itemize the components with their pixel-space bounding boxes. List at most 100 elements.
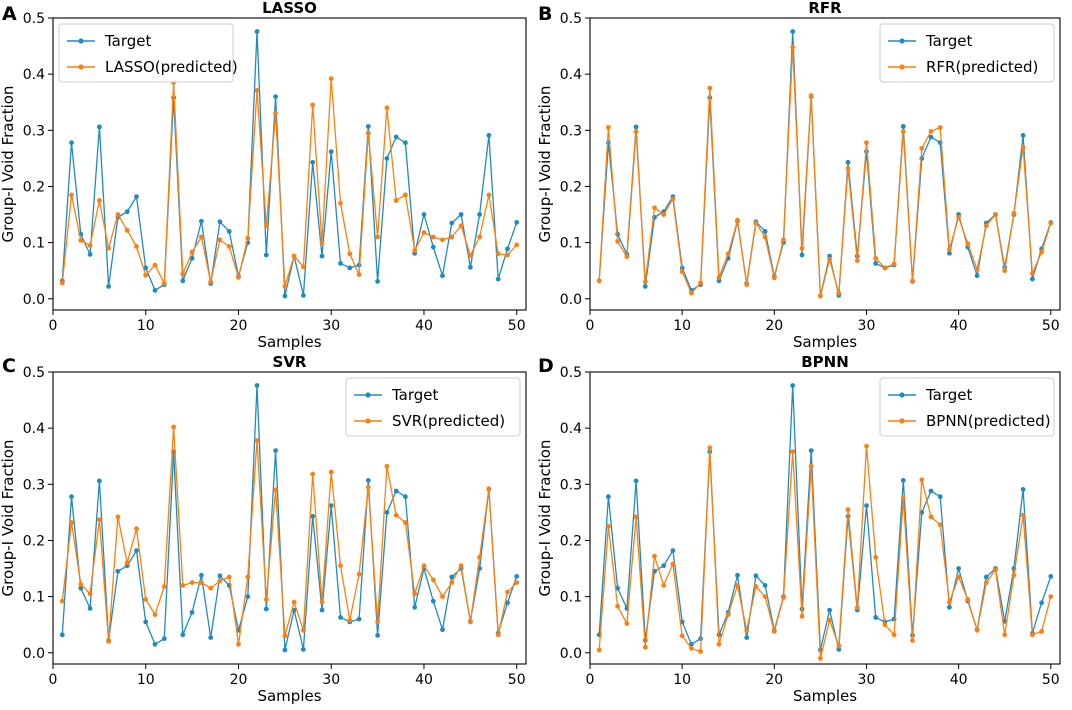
legend: Target LASSO(predicted): [58, 23, 238, 83]
data-point: [310, 159, 316, 165]
x-tick-label: 30: [858, 672, 876, 688]
data-point: [790, 383, 796, 388]
data-point: [208, 635, 214, 640]
data-point: [514, 580, 520, 585]
data-point: [180, 278, 186, 284]
data-point: [661, 563, 667, 569]
data-point: [799, 252, 805, 258]
data-point: [808, 463, 814, 469]
y-tick-label: 0.1: [23, 590, 45, 606]
data-point: [440, 237, 445, 243]
data-point: [1030, 271, 1035, 276]
y-tick-label: 0.0: [560, 292, 582, 308]
data-point: [87, 606, 93, 611]
data-point: [1020, 144, 1026, 150]
y-tick-label: 0.3: [23, 477, 45, 493]
data-point: [180, 271, 186, 277]
data-point: [744, 282, 750, 288]
data-point: [679, 269, 685, 275]
data-point: [956, 566, 961, 571]
data-point: [384, 510, 390, 515]
data-point: [965, 597, 971, 602]
data-point: [873, 261, 879, 266]
data-point: [900, 478, 906, 483]
data-point: [689, 641, 694, 647]
data-point: [486, 133, 492, 138]
data-point: [97, 517, 102, 523]
data-point: [134, 194, 139, 200]
data-point: [771, 629, 777, 634]
data-point: [1020, 487, 1026, 492]
data-point: [319, 607, 325, 613]
data-point: [199, 580, 204, 585]
data-point: [189, 249, 195, 255]
data-point: [143, 597, 149, 602]
data-point: [440, 627, 445, 633]
data-point: [161, 281, 167, 286]
y-tick-label: 0.2: [23, 533, 45, 549]
data-point: [596, 647, 602, 653]
data-point: [873, 554, 879, 560]
data-point: [937, 494, 943, 500]
data-point: [477, 234, 482, 240]
x-tick-label: 10: [137, 672, 155, 688]
data-point: [282, 284, 288, 289]
legend-label: Target: [925, 386, 973, 404]
legend-label: Target: [104, 32, 152, 50]
data-point: [161, 584, 167, 589]
axes-frame: [589, 17, 1061, 311]
data-point: [642, 279, 648, 285]
chart-title: SVR: [273, 353, 307, 371]
data-point: [393, 512, 399, 518]
data-point: [97, 124, 102, 130]
data-point: [873, 615, 879, 620]
data-point: [661, 583, 667, 588]
y-tick-label: 0.3: [23, 123, 45, 139]
y-tick-label: 0.5: [23, 365, 45, 381]
data-point: [412, 248, 418, 253]
data-point: [624, 621, 630, 626]
data-point: [606, 524, 611, 529]
data-point: [134, 244, 139, 249]
data-point: [1039, 600, 1044, 606]
data-point: [983, 223, 989, 229]
x-tick-label: 10: [673, 672, 691, 688]
data-point: [845, 507, 851, 512]
series-predicted: [59, 424, 520, 647]
data-point: [505, 600, 510, 606]
legend-label: BPNN(predicted): [926, 412, 1051, 430]
data-point: [59, 280, 65, 286]
data-point: [799, 613, 805, 619]
data-point: [338, 261, 343, 266]
legend-swatch-marker: [365, 418, 371, 424]
series-target: [59, 383, 520, 653]
data-point: [319, 253, 325, 259]
y-axis-label: Group-I Void Fraction: [536, 440, 554, 597]
data-point: [226, 244, 232, 249]
x-axis-label: Samples: [793, 687, 857, 705]
data-point: [152, 262, 158, 268]
data-point: [956, 214, 961, 220]
data-point: [836, 290, 842, 296]
series-predicted: [59, 76, 520, 289]
data-point: [965, 241, 971, 247]
data-point: [845, 159, 851, 165]
data-point: [689, 645, 694, 651]
data-point: [882, 265, 888, 271]
panel-letter: B: [538, 3, 552, 25]
data-point: [301, 264, 306, 270]
x-tick-label: 40: [950, 672, 968, 688]
data-point: [263, 606, 269, 612]
x-tick-label: 30: [858, 318, 876, 334]
data-point: [282, 633, 288, 639]
data-point: [124, 209, 130, 215]
data-point: [421, 230, 427, 235]
legend-label: LASSO(predicted): [105, 58, 238, 76]
data-point: [78, 585, 84, 591]
data-point: [347, 617, 353, 623]
data-point: [707, 445, 713, 451]
panel-letter: A: [2, 3, 17, 25]
data-point: [827, 617, 832, 623]
legend: Target SVR(predicted): [345, 377, 521, 437]
data-point: [199, 572, 204, 578]
